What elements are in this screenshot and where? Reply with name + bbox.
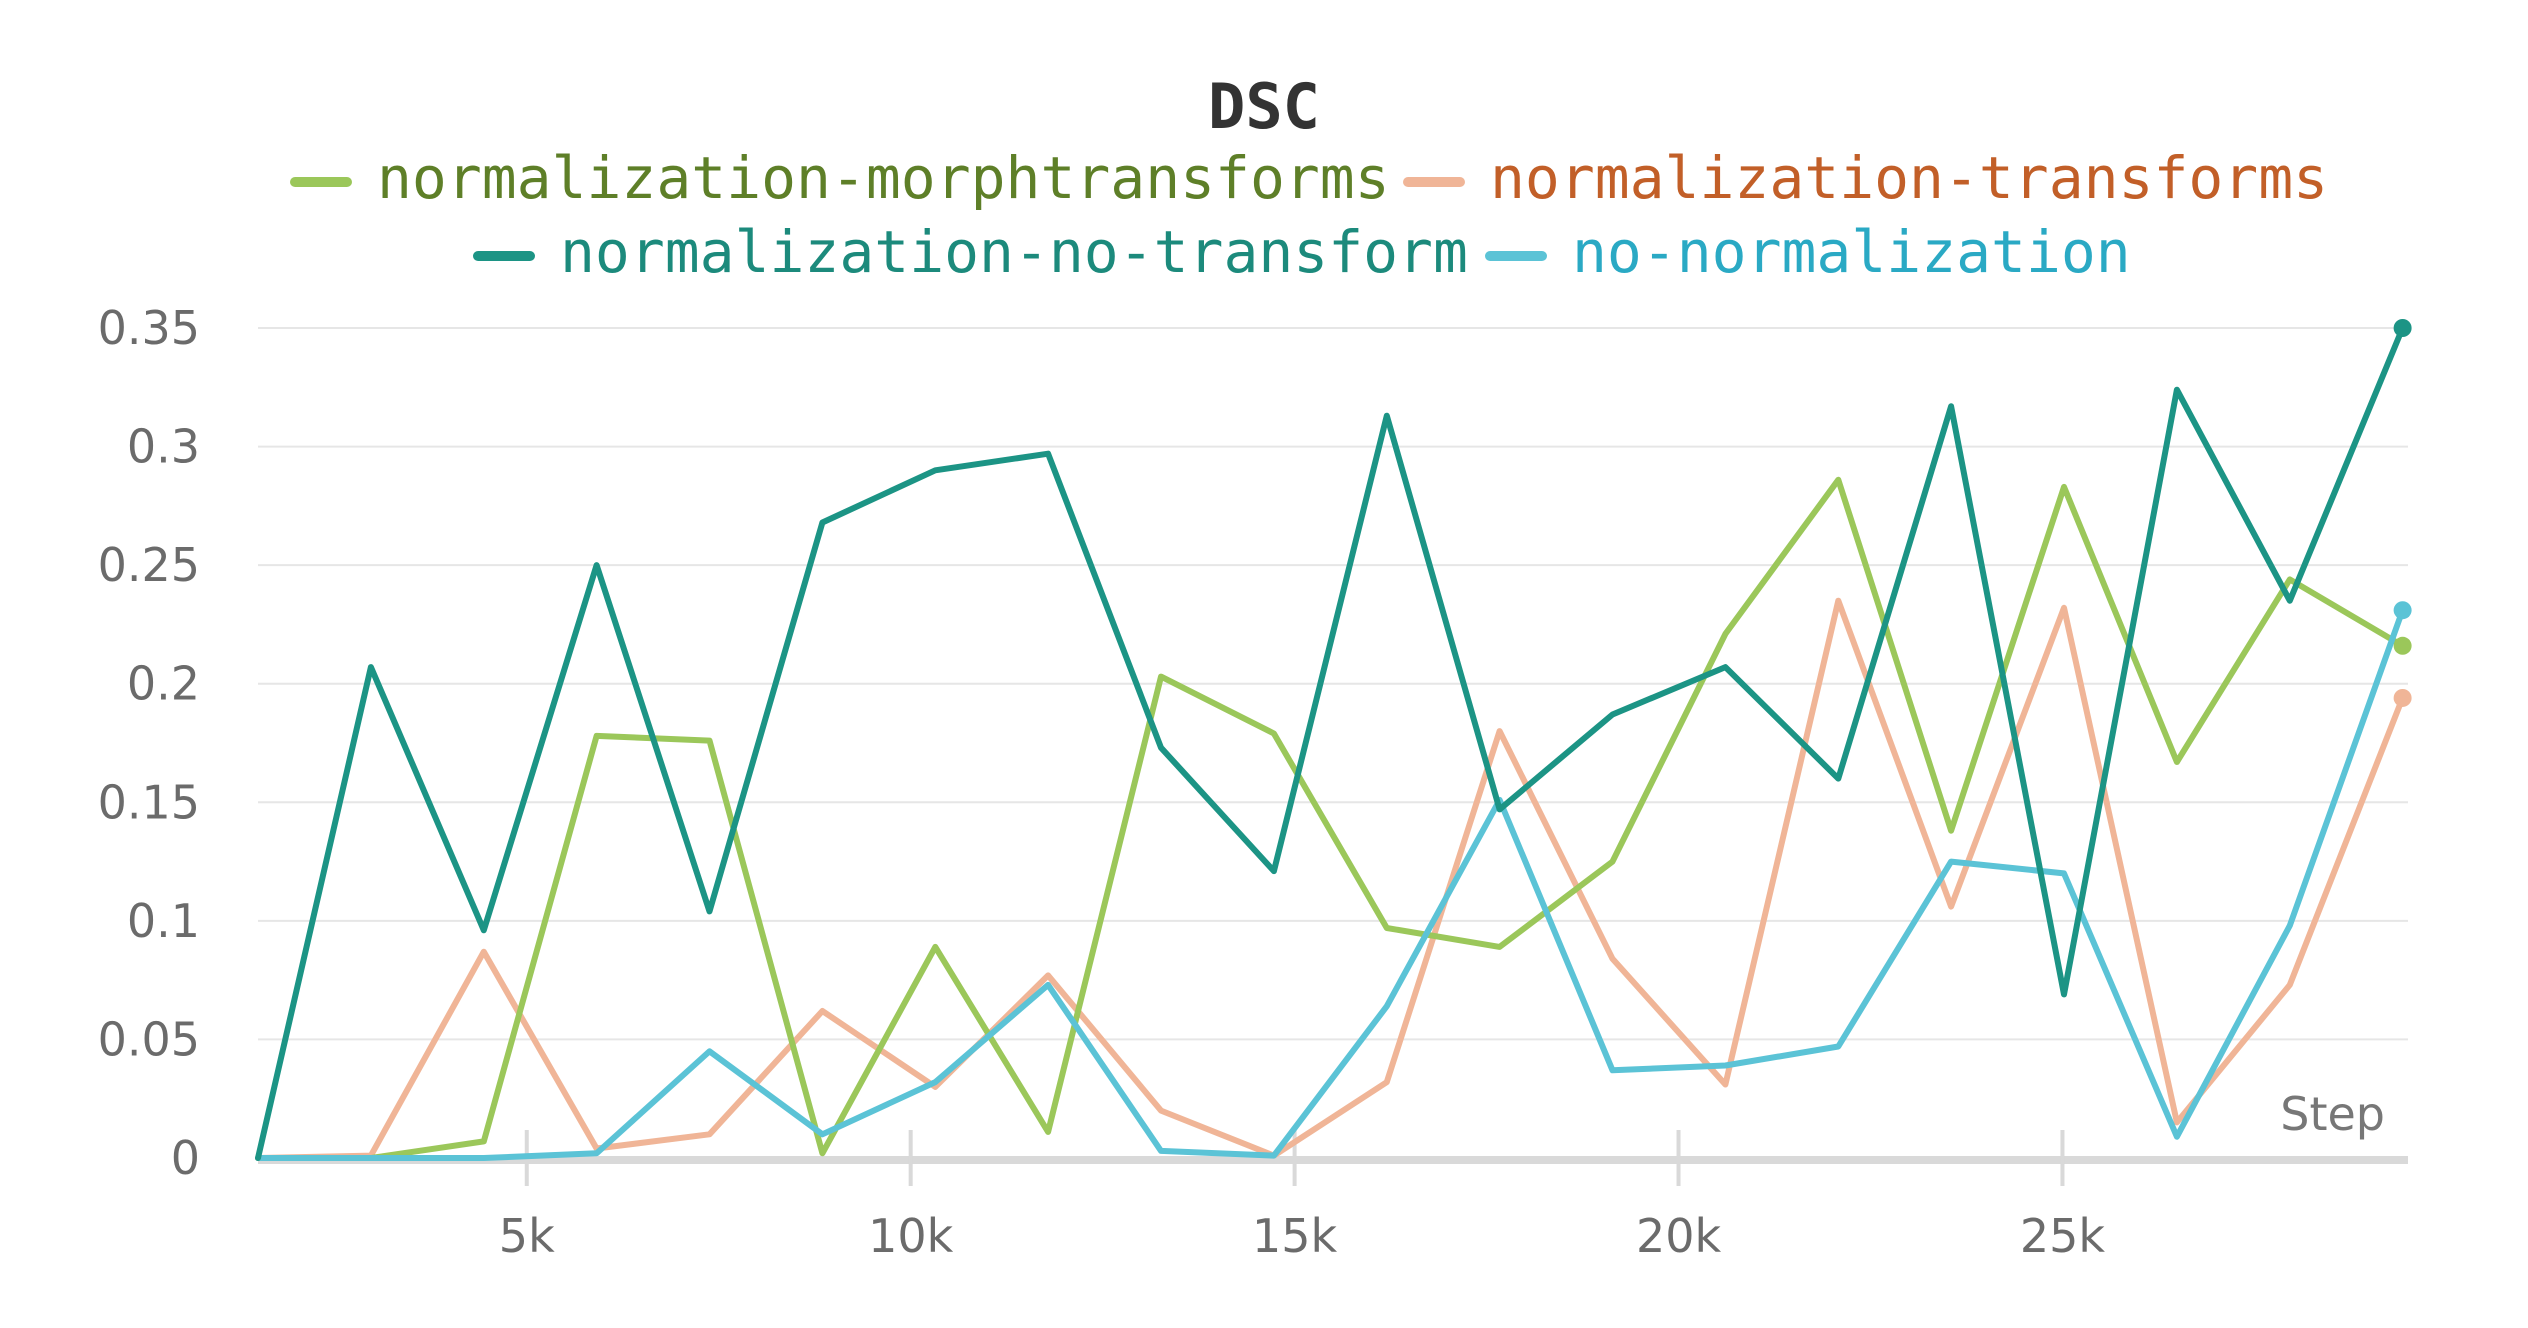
y-axis: 0 0.05 0.1 0.15 0.2 0.25 0.3 0.35	[98, 301, 200, 1185]
series-end-point-no-normalization	[2393, 601, 2412, 620]
series-lines	[255, 319, 2412, 1161]
series-end-point-normalization-no-transform	[2393, 319, 2412, 337]
y-tick-label: 0.25	[98, 538, 200, 592]
y-tick-label: 0.2	[127, 657, 200, 711]
series-end-point-normalization-morphtransforms	[2393, 636, 2412, 655]
series-end-point-normalization-transforms	[2393, 688, 2412, 707]
chart-title: DSC	[1208, 70, 1320, 143]
y-tick-label: 0.35	[98, 301, 200, 355]
x-tick-label: 5k	[499, 1209, 555, 1263]
x-axis-label: Step	[2280, 1087, 2385, 1141]
x-tick-label: 15k	[1252, 1209, 1338, 1263]
x-tick-label: 25k	[2020, 1209, 2106, 1263]
gridlines	[258, 327, 2408, 1041]
y-tick-label: 0.15	[98, 775, 200, 829]
series-line-normalization-no-transform	[255, 325, 2406, 1161]
y-tick-label: 0.05	[98, 1012, 200, 1066]
y-tick-label: 0.3	[127, 420, 200, 474]
series-line-normalization-morphtransforms	[255, 476, 2406, 1161]
series-line-normalization-transforms	[255, 597, 2406, 1161]
y-tick-label: 0.1	[127, 894, 200, 948]
legend-label-normalization-no-transform: normalization-no-transform	[560, 218, 1468, 286]
y-tick-label: 0	[171, 1131, 200, 1185]
x-tick-label: 20k	[1636, 1209, 1722, 1263]
legend-label-normalization-morphtransforms: normalization-morphtransforms	[377, 144, 1390, 212]
series-line-no-normalization	[255, 607, 2406, 1161]
x-tick-label: 10k	[868, 1209, 954, 1263]
chart-legend: normalization-morphtransforms normalizati…	[290, 144, 2328, 286]
legend-label-no-normalization: no-normalization	[1572, 218, 2131, 286]
x-axis: 5k 10k 15k 20k 25k	[258, 1130, 2408, 1263]
legend-label-normalization-transforms: normalization-transforms	[1490, 144, 2328, 212]
